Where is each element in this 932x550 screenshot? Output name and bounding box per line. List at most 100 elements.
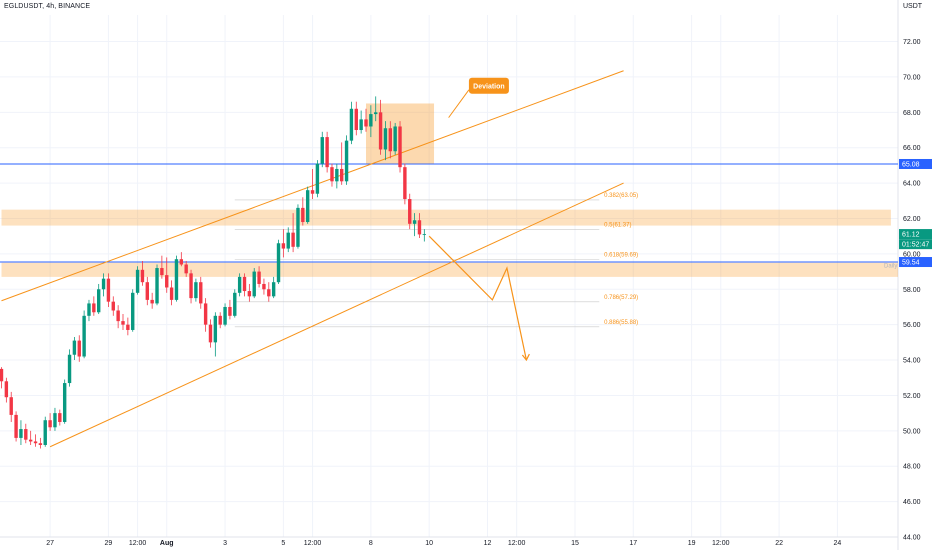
candle-down: [247, 291, 252, 297]
y-tick-label: 44.00: [903, 535, 921, 542]
candle-down: [58, 413, 62, 422]
candle-up: [97, 289, 101, 313]
x-tick-label: 24: [834, 540, 842, 547]
candle-down: [388, 128, 392, 152]
candle-up: [315, 163, 320, 194]
candle-up: [393, 126, 397, 152]
candle-down: [160, 268, 164, 276]
y-tick-label: 60.00: [903, 251, 921, 258]
candle-up: [369, 114, 373, 127]
candle-down: [150, 299, 154, 304]
candle-down: [140, 269, 145, 283]
currency-label: USDT: [903, 3, 923, 10]
candle-down: [281, 243, 286, 249]
price-tag-label: 65.08: [902, 161, 920, 168]
x-tick-label: 3: [223, 540, 227, 547]
deviation-label: Deviation: [473, 83, 505, 90]
candle-down: [378, 112, 383, 150]
fib-level-label: 0.786(57.29): [604, 295, 638, 301]
candle-up: [101, 278, 106, 290]
candle-down: [111, 301, 115, 311]
x-tick-label: 27: [46, 540, 54, 547]
candle-up: [135, 269, 140, 293]
projection-arrow-head: [521, 353, 530, 362]
candle-down: [33, 441, 38, 444]
x-tick-label: 12:00: [508, 540, 526, 547]
deviation-callout: [468, 77, 509, 94]
projection-path: [428, 235, 527, 361]
candle-down: [203, 303, 208, 325]
candle-up: [412, 220, 417, 224]
candle-down: [4, 381, 9, 398]
candle-up: [155, 268, 159, 304]
price-tag-label: 01:52:47: [902, 242, 929, 249]
candle-down: [92, 303, 96, 313]
candle-down: [208, 324, 213, 343]
price-tag: [899, 239, 932, 250]
candle-up: [82, 315, 86, 357]
y-tick-label: 62.00: [903, 216, 921, 223]
x-tick-label: 12: [484, 540, 492, 547]
price-tag: [899, 229, 932, 240]
candle-up: [344, 140, 349, 182]
candle-down: [14, 414, 18, 438]
price-tag: [899, 158, 932, 169]
y-tick-label: 70.00: [903, 74, 921, 81]
candle-down: [408, 199, 412, 224]
candle-down: [106, 278, 111, 302]
candle-up: [286, 232, 290, 249]
candle-down: [165, 275, 169, 288]
sr-zone: [1, 209, 891, 226]
channel-lower-line: [49, 182, 624, 448]
candle-up: [374, 112, 378, 115]
deviation-pointer: [448, 89, 470, 118]
x-tick-label: 12:00: [129, 540, 147, 547]
candle-down: [218, 315, 222, 325]
fib-level-label: 0.5(61.37): [604, 223, 631, 229]
candle-up: [335, 168, 339, 182]
candle-up: [223, 306, 227, 325]
candle-down: [330, 167, 334, 182]
candle-down: [77, 340, 81, 357]
y-tick-label: 64.00: [903, 181, 921, 188]
candle-down: [228, 306, 232, 316]
candle-up: [62, 383, 67, 422]
fib-level-label: 0.382(63.05): [604, 193, 638, 199]
x-tick-label: 10: [425, 540, 433, 547]
candle-down: [242, 276, 247, 292]
candle-up: [233, 292, 237, 316]
candle-down: [126, 324, 130, 330]
candle-up: [53, 413, 57, 428]
x-tick-label: 17: [629, 540, 637, 547]
candle-up: [43, 420, 47, 445]
y-tick-label: 50.00: [903, 428, 921, 435]
candle-up: [213, 315, 218, 343]
candle-down: [169, 287, 174, 300]
candle-down: [145, 282, 149, 300]
y-tick-label: 72.00: [903, 39, 921, 46]
candle-down: [38, 443, 43, 445]
price-tag-label: 59.54: [902, 260, 920, 267]
y-tick-label: 52.00: [903, 393, 921, 400]
candle-down: [310, 190, 315, 194]
price-tag-label: 61.12: [902, 232, 920, 239]
candle-down: [9, 397, 13, 415]
candle-up: [359, 119, 363, 131]
candle-up: [194, 282, 198, 299]
x-tick-label: 5: [281, 540, 285, 547]
candle-down: [340, 168, 344, 182]
candle-down: [179, 259, 184, 265]
x-tick-label: 8: [369, 540, 373, 547]
candle-up: [296, 207, 300, 247]
y-tick-label: 66.00: [903, 145, 921, 152]
candle-down: [28, 439, 33, 442]
candle-up: [320, 137, 324, 164]
candle-down: [24, 429, 28, 440]
zone-daily-label: Daily: [884, 264, 897, 270]
x-tick-label: 19: [688, 540, 696, 547]
candle-down: [354, 108, 358, 131]
candle-down: [257, 271, 261, 284]
candle-down: [48, 420, 52, 428]
candle-down: [398, 126, 402, 168]
